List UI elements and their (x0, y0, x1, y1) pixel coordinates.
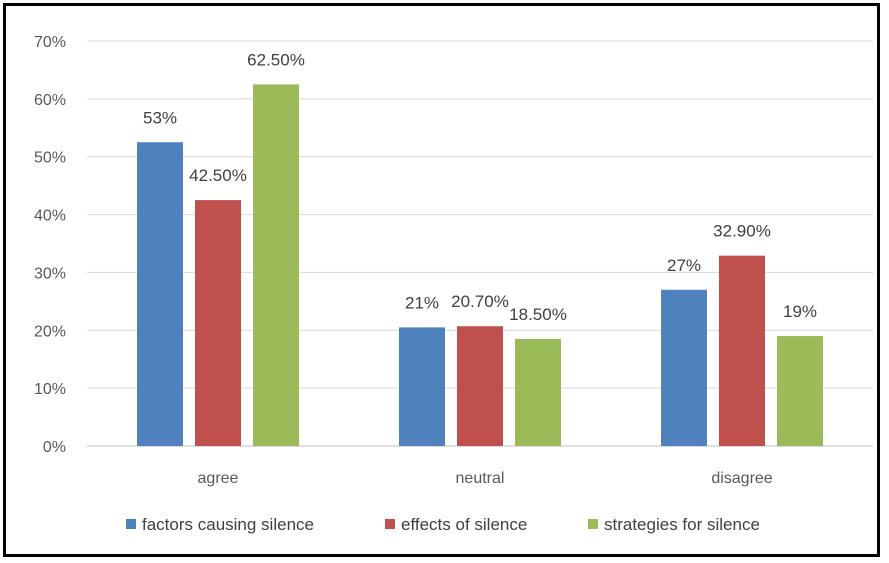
bar-disagree-2 (719, 255, 765, 446)
data-label: 53% (143, 108, 177, 127)
data-label: 21% (405, 293, 439, 312)
y-tick-label: 60% (34, 92, 66, 109)
legend-swatch (385, 519, 395, 529)
y-tick-label: 10% (34, 381, 66, 398)
data-label: 27% (667, 256, 701, 275)
legend-swatch (588, 519, 598, 529)
data-label: 62.50% (247, 50, 305, 69)
y-tick-label: 50% (34, 150, 66, 167)
bar-agree-1 (137, 142, 183, 446)
bar-disagree-3 (777, 336, 823, 446)
y-tick-label: 0% (43, 439, 66, 456)
legend-label: effects of silence (401, 515, 527, 534)
x-tick-label: disagree (711, 470, 772, 487)
data-label: 32.90% (713, 222, 771, 241)
y-tick-label: 20% (34, 323, 66, 340)
legend-label: factors causing silence (142, 515, 314, 534)
y-tick-label: 30% (34, 265, 66, 282)
bar-neutral-3 (515, 338, 561, 446)
x-tick-label: agree (198, 470, 239, 487)
x-tick-label: neutral (456, 470, 505, 487)
data-label: 19% (783, 302, 817, 321)
y-tick-label: 40% (34, 208, 66, 225)
bar-neutral-2 (457, 326, 503, 446)
bar-neutral-1 (399, 327, 445, 446)
data-label: 42.50% (189, 166, 247, 185)
bar-agree-3 (253, 84, 299, 447)
legend-swatch (126, 519, 136, 529)
data-label: 20.70% (451, 292, 509, 311)
bar-agree-2 (195, 200, 241, 446)
legend-label: strategies for silence (604, 515, 760, 534)
bar-disagree-1 (661, 289, 707, 446)
y-tick-label: 70% (34, 34, 66, 51)
data-label: 18.50% (509, 305, 567, 324)
